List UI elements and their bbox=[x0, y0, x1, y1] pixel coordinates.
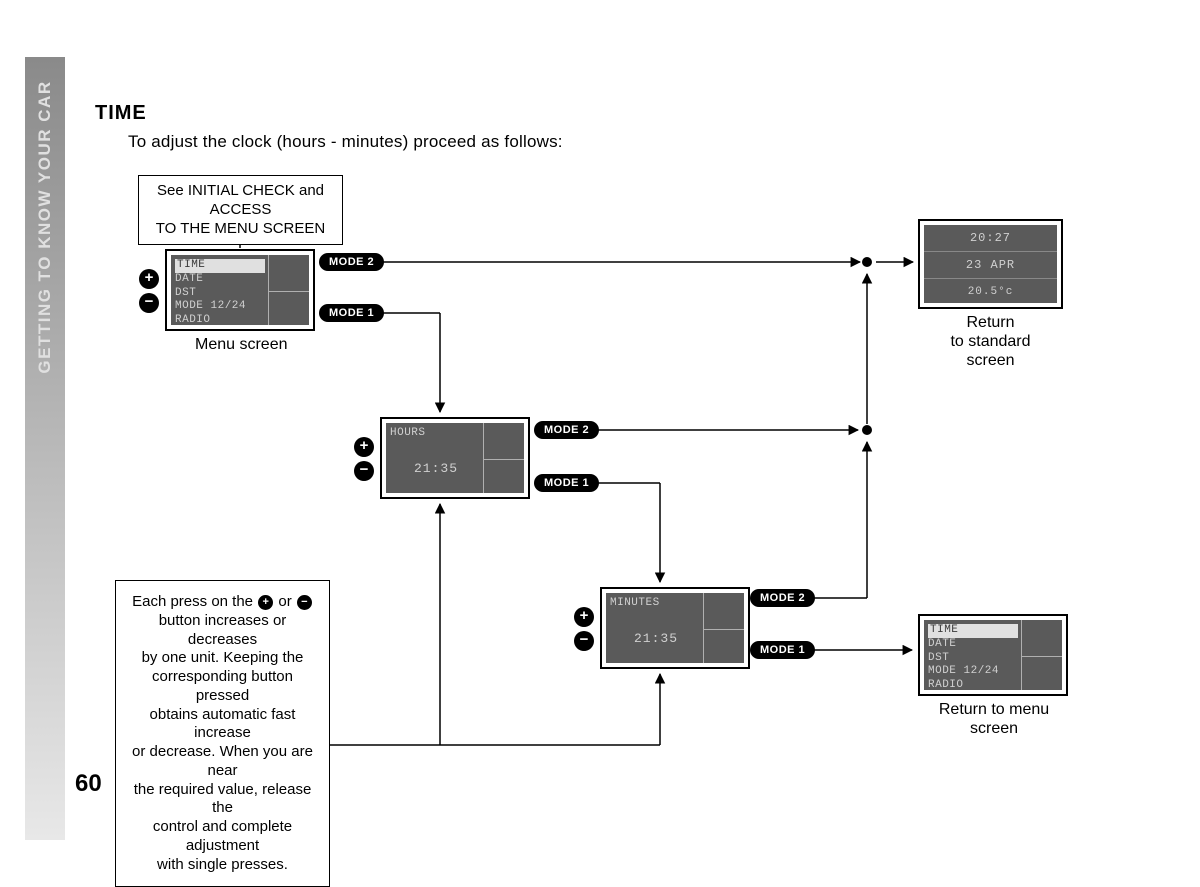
mode2-pill-menu[interactable]: MODE 2 bbox=[319, 253, 384, 271]
mode1-pill-menu[interactable]: MODE 1 bbox=[319, 304, 384, 322]
lcd-menu: TIME DATE DST MODE 12/24 RADIO bbox=[165, 249, 315, 331]
lcd-minutes-value: 21:35 bbox=[634, 631, 678, 646]
mode1-pill-hours[interactable]: MODE 1 bbox=[534, 474, 599, 492]
lcd-std-time: 20:27 bbox=[924, 225, 1057, 252]
plus-button-hours[interactable]: + bbox=[354, 437, 374, 457]
plus-button-menu[interactable]: + bbox=[139, 269, 159, 289]
lcd-hours-value: 21:35 bbox=[414, 461, 458, 476]
help-box: Each press on the + or −button increases… bbox=[115, 580, 330, 887]
page-number: 60 bbox=[75, 770, 102, 798]
sidebar-gradient: GETTING TO KNOW YOUR CAR bbox=[25, 57, 65, 840]
lcd-menu-list: TIME DATE DST MODE 12/24 RADIO bbox=[175, 259, 265, 328]
plus-icon: + bbox=[258, 595, 273, 610]
section-title: TIME bbox=[95, 102, 147, 125]
lcd-std-date: 23 APR bbox=[924, 252, 1057, 279]
caption-menu: Menu screen bbox=[195, 335, 288, 354]
lcd-return-list: TIME DATE DST MODE 12/24 RADIO bbox=[928, 624, 1018, 693]
lcd-minutes-label: MINUTES bbox=[610, 597, 660, 609]
caption-return-std: Returnto standard screen bbox=[933, 313, 1048, 371]
plus-button-minutes[interactable]: + bbox=[574, 607, 594, 627]
lcd-return-menu: TIME DATE DST MODE 12/24 RADIO bbox=[918, 614, 1068, 696]
section-subtitle: To adjust the clock (hours - minutes) pr… bbox=[128, 132, 563, 152]
mode1-pill-minutes[interactable]: MODE 1 bbox=[750, 641, 815, 659]
sidebar-title: GETTING TO KNOW YOUR CAR bbox=[35, 80, 55, 373]
minus-button-minutes[interactable]: − bbox=[574, 631, 594, 651]
mode2-pill-hours[interactable]: MODE 2 bbox=[534, 421, 599, 439]
minus-button-hours[interactable]: − bbox=[354, 461, 374, 481]
minus-button-menu[interactable]: − bbox=[139, 293, 159, 313]
initial-check-text: See INITIAL CHECK and ACCESSTO THE MENU … bbox=[156, 182, 325, 237]
lcd-hours-label: HOURS bbox=[390, 427, 426, 439]
lcd-std-temp: 20.5°c bbox=[924, 279, 1057, 306]
help-text: Each press on the + or −button increases… bbox=[132, 593, 313, 873]
minus-icon: − bbox=[297, 595, 312, 610]
lcd-hours: HOURS 21:35 bbox=[380, 417, 530, 499]
caption-return-menu: Return to menu screen bbox=[924, 700, 1064, 738]
lcd-standard: 20:27 23 APR 20.5°c bbox=[918, 219, 1063, 309]
lcd-minutes: MINUTES 21:35 bbox=[600, 587, 750, 669]
mode2-pill-minutes[interactable]: MODE 2 bbox=[750, 589, 815, 607]
initial-check-box: See INITIAL CHECK and ACCESSTO THE MENU … bbox=[138, 175, 343, 245]
